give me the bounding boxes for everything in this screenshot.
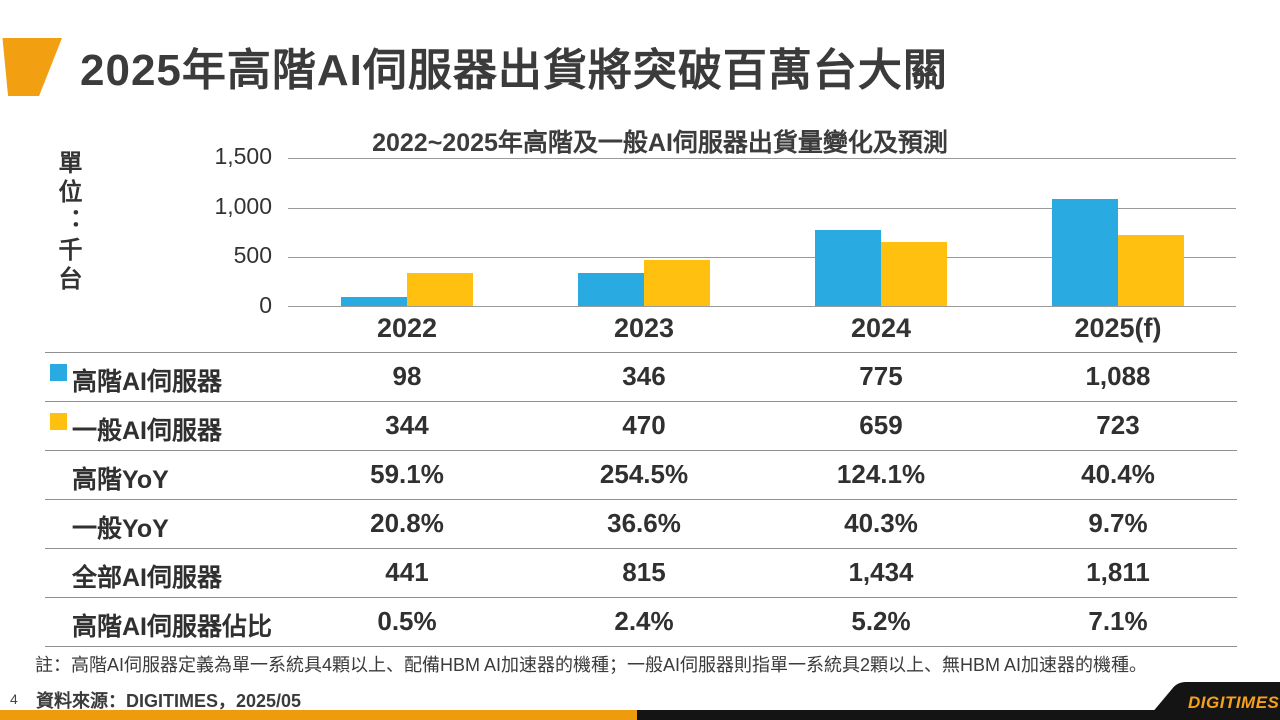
table-cell: 1,811 — [1086, 557, 1150, 587]
table-cell: 98 — [392, 361, 422, 391]
table-row-label: 高階AI伺服器 — [72, 368, 223, 396]
footer-bar-orange — [0, 710, 637, 720]
table-cell: 470 — [622, 410, 666, 440]
gridline — [288, 208, 1236, 209]
chart-title: 2022~2025年高階及一般AI伺服器出貨量變化及預測 — [372, 129, 948, 157]
bar-yellow-2022 — [407, 273, 473, 306]
footer-bar-black — [637, 710, 1280, 720]
table-cell: 723 — [1096, 410, 1140, 440]
table-cell: 0.5% — [377, 606, 437, 636]
bar-blue-2024 — [815, 230, 881, 306]
table-cell: 1,434 — [848, 557, 914, 587]
y-axis-tick-label: 500 — [233, 242, 272, 268]
legend-swatch — [50, 364, 67, 381]
table-cell: 254.5% — [599, 459, 689, 489]
table-row-divider — [45, 401, 1237, 402]
table-row-label: 一般YoY — [72, 515, 169, 543]
table-cell: 659 — [859, 410, 903, 440]
table-cell: 775 — [859, 361, 903, 391]
table-cell: 40.4% — [1081, 459, 1155, 489]
gridline — [288, 158, 1236, 159]
bar-yellow-2023 — [644, 260, 710, 306]
table-row-label: 高階YoY — [72, 466, 169, 494]
bar-blue-2022 — [341, 297, 407, 306]
table-cell: 7.1% — [1088, 606, 1148, 636]
table-cell: 59.1% — [370, 459, 444, 489]
table-row-divider — [45, 352, 1237, 353]
table-cell: 36.6% — [607, 508, 681, 538]
legend-swatch — [50, 413, 67, 430]
table-cell: 441 — [385, 557, 429, 587]
gridline — [288, 306, 1236, 307]
logo-wordmark: DIGITIMES — [1188, 693, 1280, 712]
x-axis-label: 2023 — [613, 313, 675, 343]
table-row-label: 一般AI伺服器 — [72, 417, 223, 445]
x-axis-label: 2022 — [376, 313, 438, 343]
gridline — [288, 257, 1236, 258]
table-row-divider — [45, 597, 1237, 598]
source-line: 資料來源：DIGITIMES，2025/05 — [36, 691, 302, 711]
table-cell: 815 — [622, 557, 666, 587]
table-row-divider — [45, 646, 1237, 647]
digitimes-logo: DIGITIMES — [1146, 682, 1280, 720]
table-row-divider — [45, 450, 1237, 451]
bar-chart-plot-area — [288, 158, 1236, 307]
y-axis-tick-label: 1,000 — [214, 193, 272, 219]
bar-blue-2023 — [578, 273, 644, 306]
page-title: 2025年高階AI伺服器出貨將突破百萬台大關 — [80, 46, 948, 95]
table-row-label: 高階AI伺服器佔比 — [72, 613, 273, 641]
table-cell: 2.4% — [614, 606, 674, 636]
table-cell: 9.7% — [1088, 508, 1148, 538]
logo-background-shape — [1146, 682, 1280, 720]
bar-blue-2025(f) — [1052, 199, 1118, 306]
table-cell: 1,088 — [1085, 361, 1151, 391]
y-axis-unit-label: 單位：千台 — [54, 150, 81, 295]
footnote: 註：高階AI伺服器定義為單一系統具4顆以上、配備HBM AI加速器的機種；一般A… — [35, 655, 1148, 675]
y-axis-tick-label: 1,500 — [214, 143, 272, 169]
table-cell: 20.8% — [370, 508, 444, 538]
title-accent-shape — [2, 38, 62, 96]
table-row-divider — [45, 548, 1237, 549]
x-axis-label: 2024 — [850, 313, 912, 343]
page-number: 4 — [10, 691, 18, 707]
table-cell: 346 — [622, 361, 666, 391]
x-axis-label: 2025(f) — [1074, 313, 1162, 343]
bar-yellow-2024 — [881, 242, 947, 306]
table-cell: 124.1% — [836, 459, 926, 489]
table-row-divider — [45, 499, 1237, 500]
bar-yellow-2025(f) — [1118, 235, 1184, 306]
table-cell: 344 — [385, 410, 429, 440]
table-row-label: 全部AI伺服器 — [72, 564, 223, 592]
y-axis-tick-label: 0 — [259, 292, 272, 318]
table-cell: 40.3% — [844, 508, 918, 538]
table-cell: 5.2% — [851, 606, 911, 636]
